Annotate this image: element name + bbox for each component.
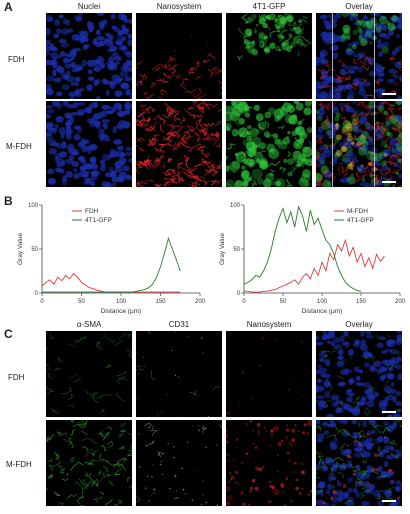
micrograph-a-fdh-overlay	[316, 13, 402, 99]
x-tick-label: 50	[78, 299, 85, 305]
x-axis-label: Distance (μm)	[101, 308, 142, 315]
x-tick-label: 100	[317, 299, 328, 305]
x-tick-label: 150	[155, 299, 166, 305]
line-profile-chart-mfdh: 0 50 100 150 200 0 50 100 Distance (μm) Gray Valu…	[219, 203, 406, 315]
y-tick-label: 50	[233, 247, 240, 253]
legend-label: FDH	[85, 208, 99, 215]
micrograph-a-mfdh-nuclei	[46, 101, 132, 187]
legend-label: M-FDH	[347, 208, 368, 215]
overlay-stain	[316, 331, 402, 417]
y-tick-label: 0	[237, 291, 241, 297]
nanosystem-stain	[136, 101, 222, 187]
gfp-stain	[226, 101, 312, 187]
overlay-stain	[316, 420, 402, 506]
micrograph-c-fdh-cd31	[136, 331, 222, 417]
line-profile-marker	[374, 101, 375, 187]
y-axis-label: Gray Value	[219, 233, 226, 265]
line-profile-marker	[332, 13, 333, 99]
series-line	[243, 205, 362, 292]
y-axis-label: Gray Value	[17, 233, 24, 265]
nanosystem-stain	[226, 420, 312, 506]
col-header-overlay: Overlay	[345, 2, 373, 11]
micrograph-c-mfdh-asma	[46, 420, 132, 506]
row-label-mfdh-c: M-FDH	[6, 460, 32, 469]
micrograph-a-fdh-nuclei	[46, 13, 132, 99]
panel-letter-c: C	[4, 327, 13, 341]
panel-letter-b: B	[4, 194, 13, 208]
y-tick-label: 50	[31, 247, 38, 253]
x-tick-label: 50	[280, 299, 287, 305]
series-line	[42, 236, 181, 293]
x-tick-label: 150	[356, 299, 367, 305]
y-tick-label: 100	[230, 203, 241, 209]
series-line	[244, 238, 385, 293]
nanosystem-stain	[227, 337, 309, 415]
gfp-stain	[236, 13, 312, 61]
micrograph-a-mfdh-overlay	[316, 101, 402, 187]
col-header-nanosystem: Nanosystem	[156, 2, 202, 11]
cd31-stain	[136, 331, 221, 417]
col-header-gfp: 4T1-GFP	[252, 2, 286, 11]
nuclei-stain	[46, 101, 132, 187]
scale-bar	[382, 93, 396, 95]
asma-stain	[46, 332, 132, 414]
micrograph-a-mfdh-gfp	[226, 101, 312, 187]
micrograph-c-mfdh-cd31	[136, 420, 222, 506]
nanosystem-stain	[136, 32, 222, 99]
legend-label: 4T1-GFP	[347, 217, 374, 224]
row-label-fdh-c: FDH	[8, 373, 25, 382]
nuclei-stain	[46, 13, 132, 99]
col-header-cd31: CD31	[168, 320, 190, 329]
col-header-nuclei: Nuclei	[77, 2, 101, 11]
micrograph-c-fdh-overlay	[316, 331, 402, 417]
x-tick-label: 0	[40, 299, 44, 305]
micrograph-a-fdh-nanosystem	[136, 13, 222, 99]
line-profile-marker	[374, 13, 375, 99]
panel-letter-a: A	[4, 0, 13, 14]
row-label-mfdh-a: M-FDH	[6, 142, 32, 151]
series-line	[41, 272, 181, 293]
asma-stain	[46, 420, 132, 506]
line-profile-marker	[332, 101, 333, 187]
col-header-overlay-c: Overlay	[345, 320, 373, 329]
cd31-stain	[136, 421, 222, 506]
row-label-fdh-a: FDH	[8, 55, 25, 64]
micrograph-c-mfdh-overlay	[316, 420, 402, 506]
micrograph-a-fdh-gfp	[226, 13, 312, 99]
col-header-asma: α-SMA	[76, 320, 102, 329]
chart-axes: 0 50 100 150 200 0 50 100	[230, 203, 406, 305]
x-axis-label: Distance (μm)	[302, 308, 343, 315]
x-tick-label: 0	[242, 299, 246, 305]
scale-bar	[382, 181, 396, 183]
line-profile-chart-fdh: 0 50 100 150 200 0 50 100 Distance (μm) Gray Valu…	[17, 203, 206, 315]
x-tick-label: 200	[395, 299, 406, 305]
scale-bar	[382, 500, 396, 502]
overlay-stain	[316, 101, 402, 187]
scale-bar	[382, 411, 396, 413]
micrograph-c-fdh-asma	[46, 331, 132, 417]
x-tick-label: 200	[195, 299, 206, 305]
y-tick-label: 0	[35, 291, 39, 297]
micrograph-c-mfdh-nanosystem	[226, 420, 312, 506]
micrograph-a-mfdh-nanosystem	[136, 101, 222, 187]
micrograph-c-fdh-nanosystem	[226, 331, 312, 417]
col-header-nanosystem-c: Nanosystem	[246, 320, 292, 329]
chart-axes: 0 50 100 150 200 0 50 100	[28, 203, 206, 305]
overlay-stain	[316, 13, 402, 99]
x-tick-label: 100	[116, 299, 127, 305]
y-tick-label: 100	[28, 203, 39, 209]
legend-label: 4T1-GFP	[85, 217, 112, 224]
